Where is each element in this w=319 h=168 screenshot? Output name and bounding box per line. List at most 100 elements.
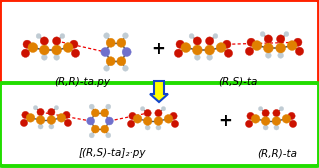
Circle shape [101, 125, 109, 133]
Circle shape [40, 45, 49, 55]
Circle shape [195, 54, 200, 60]
Circle shape [223, 40, 231, 48]
Circle shape [63, 111, 70, 119]
Circle shape [140, 107, 145, 111]
Circle shape [154, 117, 163, 125]
Circle shape [22, 111, 29, 119]
Circle shape [264, 35, 272, 43]
Circle shape [251, 115, 260, 123]
Circle shape [105, 117, 113, 125]
Circle shape [20, 119, 28, 127]
Circle shape [133, 115, 142, 123]
Text: [(R,S)-ta]₂·py: [(R,S)-ta]₂·py [78, 148, 146, 158]
Circle shape [91, 109, 99, 117]
Circle shape [54, 54, 60, 60]
Circle shape [170, 112, 177, 120]
Circle shape [224, 49, 233, 57]
Circle shape [89, 104, 94, 109]
Circle shape [106, 104, 111, 109]
Circle shape [284, 32, 289, 36]
Circle shape [258, 107, 263, 111]
Circle shape [49, 124, 54, 129]
Circle shape [247, 38, 255, 46]
Circle shape [263, 125, 268, 130]
Circle shape [104, 66, 109, 71]
Text: +: + [218, 112, 232, 130]
Circle shape [26, 114, 35, 122]
Circle shape [205, 45, 215, 55]
Circle shape [263, 43, 273, 53]
Circle shape [189, 34, 194, 38]
Circle shape [101, 48, 110, 56]
Circle shape [122, 33, 128, 38]
Circle shape [193, 37, 201, 45]
Circle shape [261, 117, 270, 125]
Circle shape [161, 107, 166, 111]
Circle shape [91, 125, 99, 133]
Circle shape [174, 49, 182, 57]
FancyArrow shape [150, 81, 168, 102]
Circle shape [36, 34, 41, 38]
Circle shape [252, 41, 262, 50]
Circle shape [87, 117, 95, 125]
Circle shape [272, 117, 281, 125]
Circle shape [70, 40, 78, 48]
Circle shape [245, 47, 254, 55]
Circle shape [128, 120, 135, 128]
Circle shape [129, 112, 136, 120]
Circle shape [288, 112, 295, 120]
Circle shape [262, 110, 269, 117]
Circle shape [117, 57, 126, 66]
Circle shape [181, 43, 191, 52]
Circle shape [246, 120, 253, 128]
Circle shape [155, 110, 162, 117]
Circle shape [104, 33, 109, 38]
Circle shape [21, 49, 30, 57]
Circle shape [278, 53, 284, 58]
Circle shape [106, 57, 115, 66]
Circle shape [28, 43, 38, 52]
Circle shape [52, 45, 62, 55]
Circle shape [53, 37, 61, 45]
Circle shape [205, 37, 214, 45]
Text: (R,R)-ta.py: (R,R)-ta.py [54, 77, 110, 87]
Text: (R,R)-ta: (R,R)-ta [257, 148, 297, 158]
Circle shape [38, 124, 43, 129]
Circle shape [36, 116, 45, 124]
Circle shape [260, 32, 265, 36]
Circle shape [289, 120, 297, 128]
Circle shape [71, 49, 80, 57]
Circle shape [106, 133, 111, 138]
Circle shape [273, 110, 280, 117]
Circle shape [54, 106, 59, 110]
Circle shape [294, 38, 302, 46]
Circle shape [117, 38, 126, 47]
Circle shape [295, 47, 304, 55]
Circle shape [60, 34, 65, 38]
Circle shape [216, 43, 226, 52]
Circle shape [122, 66, 128, 71]
Circle shape [144, 110, 151, 117]
FancyBboxPatch shape [0, 0, 319, 84]
Circle shape [176, 40, 184, 48]
Circle shape [122, 48, 131, 56]
Circle shape [37, 109, 44, 116]
Text: +: + [151, 40, 165, 58]
Circle shape [156, 125, 161, 130]
Circle shape [41, 54, 47, 60]
Circle shape [164, 115, 173, 123]
Circle shape [106, 38, 115, 47]
Circle shape [101, 109, 109, 117]
Circle shape [265, 53, 271, 58]
Circle shape [47, 116, 56, 124]
Circle shape [63, 43, 73, 52]
Circle shape [48, 109, 55, 116]
Circle shape [282, 115, 291, 123]
Circle shape [171, 120, 179, 128]
Text: (R,S)-ta: (R,S)-ta [218, 77, 258, 87]
Circle shape [89, 133, 94, 138]
Circle shape [287, 41, 297, 50]
Circle shape [145, 125, 150, 130]
Circle shape [213, 34, 218, 38]
Circle shape [277, 35, 285, 43]
